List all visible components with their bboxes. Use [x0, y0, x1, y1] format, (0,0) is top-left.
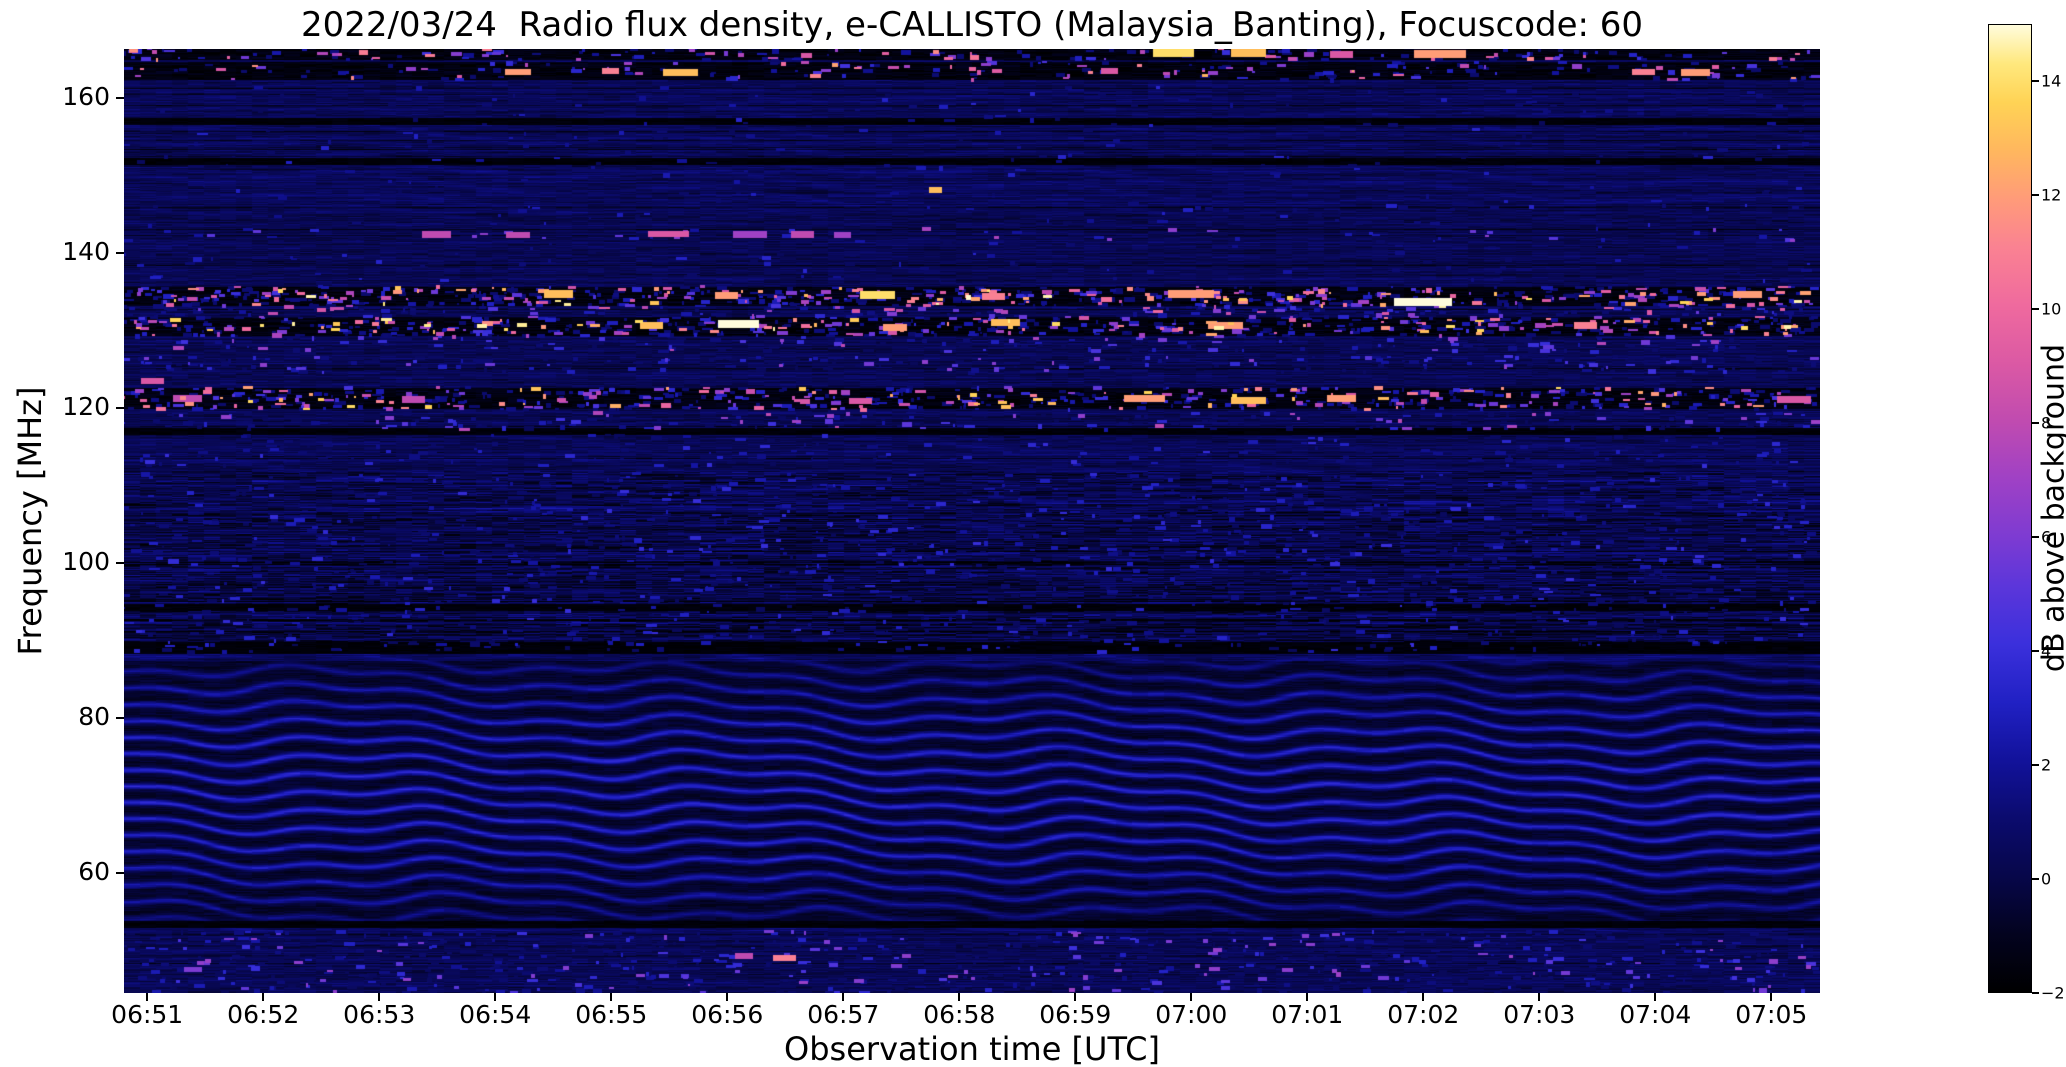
x-tick-label: 07:05 — [1735, 1000, 1808, 1029]
y-axis-label: Frequency [MHz] — [11, 386, 49, 656]
colorbar-tick-label: 12 — [2041, 185, 2062, 205]
colorbar-gradient — [1989, 25, 2031, 992]
y-tick-label: 120 — [62, 391, 110, 421]
y-tick-label: 80 — [78, 701, 110, 731]
colorbar-tick-mark — [2032, 422, 2039, 424]
y-tick-mark — [116, 406, 124, 409]
x-tick-label: 06:59 — [1039, 1000, 1112, 1029]
colorbar-tick-mark — [2032, 764, 2039, 766]
x-tick-mark — [1190, 993, 1193, 1001]
x-tick-mark — [494, 993, 497, 1001]
x-tick-label: 06:57 — [807, 1000, 880, 1029]
x-tick-label: 07:00 — [1155, 1000, 1228, 1029]
colorbar-tick-mark — [2032, 308, 2039, 310]
x-tick-mark — [1306, 993, 1309, 1001]
x-tick-label: 07:04 — [1619, 1000, 1692, 1029]
colorbar-tick-label: 14 — [2041, 71, 2062, 91]
y-tick-mark — [116, 561, 124, 564]
x-tick-mark — [1770, 993, 1773, 1001]
colorbar-tick-mark — [2032, 992, 2039, 994]
x-tick-label: 06:52 — [227, 1000, 300, 1029]
plot-area — [124, 49, 1820, 993]
colorbar-tick-mark — [2032, 80, 2039, 82]
x-tick-mark — [1654, 993, 1657, 1001]
x-axis-label: Observation time [UTC] — [784, 1030, 1160, 1067]
x-tick-mark — [1538, 993, 1541, 1001]
x-tick-mark — [1074, 993, 1077, 1001]
colorbar-tick-mark — [2032, 536, 2039, 538]
colorbar-tick-mark — [2032, 194, 2039, 196]
x-tick-label: 06:58 — [923, 1000, 996, 1029]
colorbar-tick-label: −2 — [2041, 983, 2065, 1003]
x-tick-label: 07:01 — [1271, 1000, 1344, 1029]
x-tick-label: 06:55 — [575, 1000, 648, 1029]
x-tick-mark — [378, 993, 381, 1001]
x-tick-label: 06:54 — [459, 1000, 532, 1029]
x-tick-label: 06:51 — [111, 1000, 184, 1029]
colorbar-tick-label: 0 — [2041, 869, 2052, 889]
x-tick-mark — [1422, 993, 1425, 1001]
x-tick-mark — [610, 993, 613, 1001]
spectrogram-canvas — [124, 49, 1820, 993]
x-tick-label: 06:53 — [343, 1000, 416, 1029]
chart-title: 2022/03/24 Radio flux density, e-CALLIST… — [300, 5, 1644, 45]
y-tick-mark — [116, 716, 124, 719]
x-tick-label: 07:03 — [1503, 1000, 1576, 1029]
colorbar — [1988, 24, 2032, 993]
colorbar-tick-label: 8 — [2041, 413, 2052, 433]
colorbar-tick-mark — [2032, 650, 2039, 652]
colorbar-tick-label: 2 — [2041, 755, 2052, 775]
y-tick-label: 160 — [62, 81, 110, 111]
colorbar-tick-label: 6 — [2041, 527, 2052, 547]
x-tick-mark — [726, 993, 729, 1001]
y-tick-mark — [116, 871, 124, 874]
x-tick-label: 06:56 — [691, 1000, 764, 1029]
x-tick-mark — [146, 993, 149, 1001]
colorbar-label: dB above background — [2036, 343, 2066, 673]
colorbar-tick-mark — [2032, 878, 2039, 880]
x-tick-mark — [958, 993, 961, 1001]
y-tick-label: 100 — [62, 546, 110, 576]
x-tick-mark — [842, 993, 845, 1001]
x-tick-mark — [262, 993, 265, 1001]
colorbar-tick-label: 4 — [2041, 641, 2052, 661]
y-tick-mark — [116, 96, 124, 99]
colorbar-tick-label: 10 — [2041, 299, 2062, 319]
y-tick-label: 140 — [62, 236, 110, 266]
x-tick-label: 07:02 — [1387, 1000, 1460, 1029]
y-tick-mark — [116, 251, 124, 254]
y-tick-label: 60 — [78, 856, 110, 886]
